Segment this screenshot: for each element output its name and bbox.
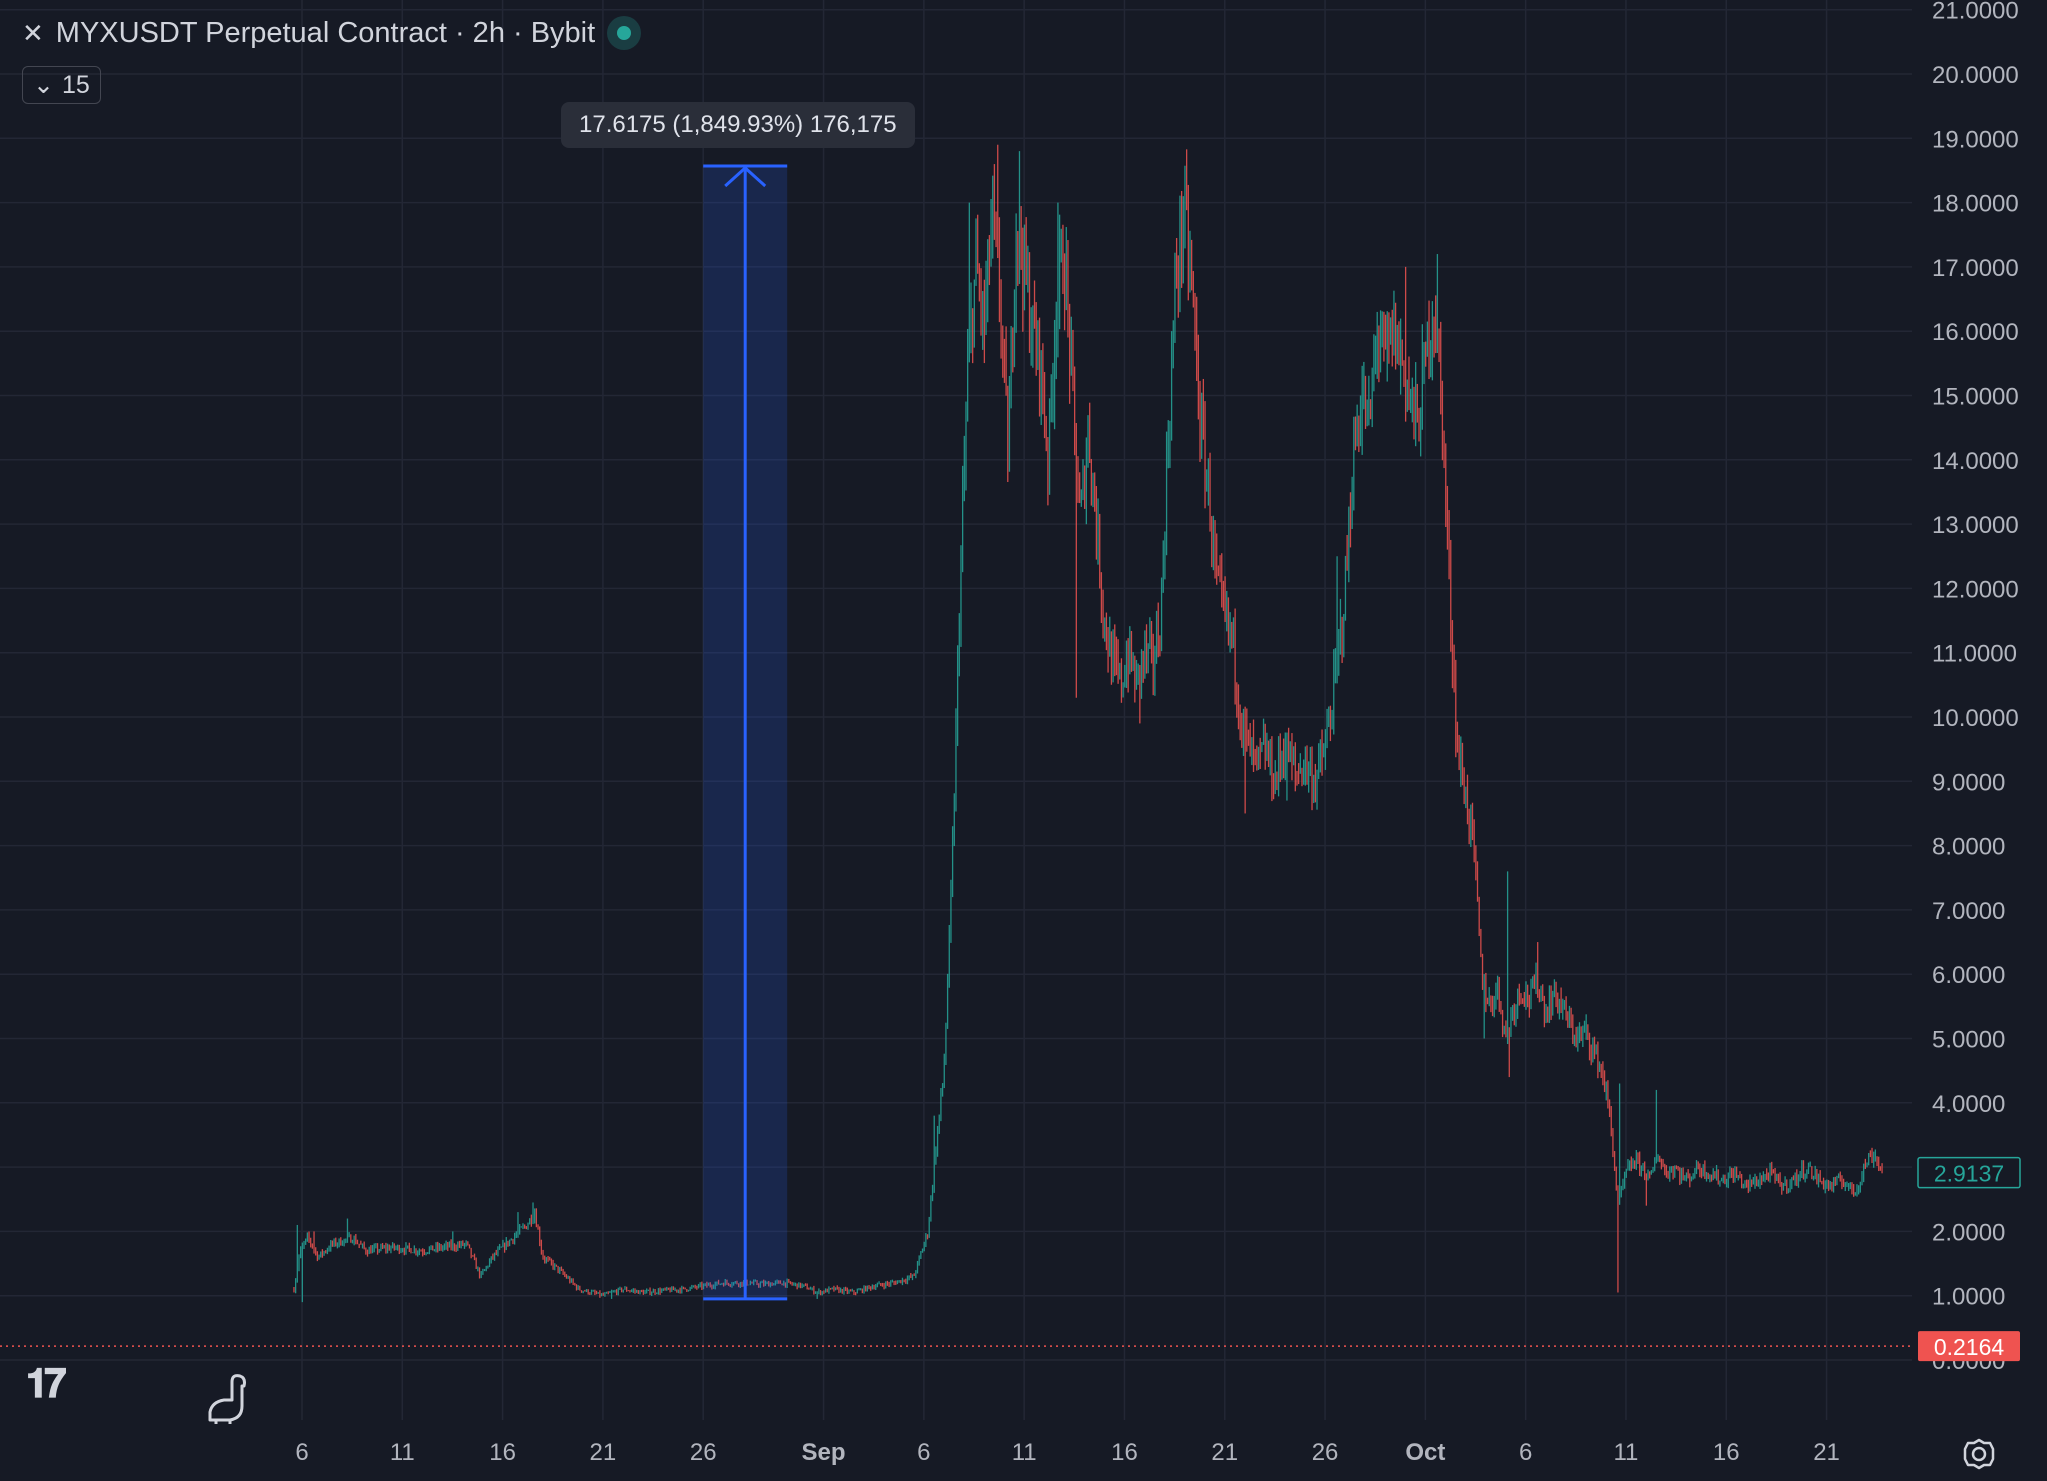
low-price-badge: [1918, 1331, 2020, 1362]
y-tick-label: 14.0000: [1932, 448, 2019, 475]
x-tick-label: 26: [690, 1439, 717, 1466]
x-tick-label: 16: [489, 1439, 516, 1466]
x-tick-label: 6: [295, 1439, 308, 1466]
y-tick-label: 5.0000: [1932, 1027, 2005, 1054]
y-tick-label: 12.0000: [1932, 576, 2019, 603]
x-tick-label: Sep: [802, 1439, 846, 1466]
x-tick-label: Oct: [1405, 1439, 1445, 1466]
tradingview-logo-icon[interactable]: 𝟏𝟕: [26, 1362, 67, 1406]
last-price-label: 2.9137: [1934, 1161, 2004, 1187]
last-price-badge: [1917, 1156, 2021, 1189]
x-tick-label: 16: [1111, 1439, 1138, 1466]
y-tick-label: 2.0000: [1932, 1219, 2005, 1246]
low-price-label: 0.2164: [1934, 1334, 2005, 1360]
x-tick-label: 16: [1713, 1439, 1740, 1466]
y-tick-label: 13.0000: [1932, 512, 2019, 539]
measure-label: 17.6175 (1,849.93%) 176,175: [561, 102, 915, 148]
x-tick-label: 11: [1012, 1439, 1037, 1466]
dinosaur-icon[interactable]: [204, 1372, 252, 1426]
y-tick-label: 7.0000: [1932, 898, 2005, 925]
gear-icon[interactable]: [1962, 1437, 1996, 1471]
y-tick-label: 15.0000: [1932, 384, 2019, 411]
indicators-toggle-button[interactable]: ⌄ 15: [22, 66, 101, 104]
y-tick-label: 10.0000: [1932, 705, 2019, 732]
y-tick-label: 4.0000: [1932, 1091, 2005, 1118]
y-tick-label: 18.0000: [1932, 191, 2019, 218]
y-tick-label: 20.0000: [1932, 62, 2019, 89]
x-tick-label: 21: [590, 1439, 617, 1466]
status-dot-icon: [607, 16, 642, 50]
y-tick-label: 17.0000: [1932, 255, 2019, 282]
indicator-count: 15: [61, 70, 90, 99]
x-tick-label: 6: [917, 1439, 930, 1466]
y-tick-label: 19.0000: [1932, 126, 2019, 153]
y-tick-label: 9.0000: [1932, 769, 2005, 796]
x-tick-label: 11: [390, 1439, 415, 1466]
y-tick-label: 8.0000: [1932, 834, 2005, 861]
y-tick-label: 6.0000: [1932, 962, 2005, 989]
symbol-title: MYXUSDT Perpetual Contract · 2h · Bybit: [55, 16, 596, 49]
x-icon: ✕: [22, 17, 44, 48]
y-tick-label: 1.0000: [1932, 1284, 2005, 1311]
x-tick-label: 21: [1211, 1439, 1238, 1466]
x-tick-label: 26: [1312, 1439, 1339, 1466]
chevron-down-icon: ⌄: [33, 71, 54, 99]
symbol-legend[interactable]: ✕ MYXUSDT Perpetual Contract · 2h · Bybi…: [22, 16, 642, 50]
x-tick-label: 6: [1519, 1439, 1532, 1466]
y-tick-label: 21.0000: [1932, 0, 2019, 25]
x-tick-label: 11: [1613, 1439, 1638, 1466]
y-tick-label: 16.0000: [1932, 319, 2019, 346]
y-tick-label: 11.0000: [1932, 641, 2017, 668]
x-tick-label: 21: [1813, 1439, 1840, 1466]
arrow-up-icon: [724, 165, 767, 188]
